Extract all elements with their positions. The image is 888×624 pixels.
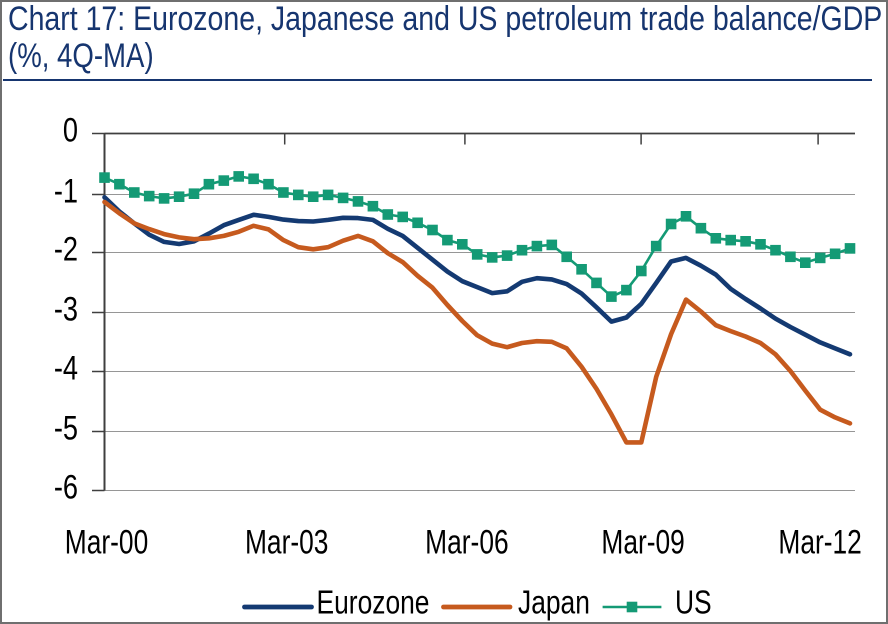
svg-text:Mar-00: Mar-00 — [65, 523, 148, 561]
svg-text:(%, 4Q-MA): (%, 4Q-MA) — [8, 36, 154, 75]
svg-text:US: US — [675, 585, 712, 621]
svg-text:Mar-03: Mar-03 — [245, 523, 328, 561]
svg-text:-1: -1 — [54, 172, 78, 211]
svg-text:Mar-09: Mar-09 — [601, 523, 684, 561]
svg-text:Chart 17: Eurozone, Japanese a: Chart 17: Eurozone, Japanese and US petr… — [8, 0, 882, 38]
svg-text:-4: -4 — [54, 349, 78, 388]
svg-text:Japan: Japan — [518, 585, 590, 621]
svg-text:Mar-12: Mar-12 — [778, 523, 861, 561]
svg-text:-2: -2 — [54, 230, 78, 269]
svg-text:0: 0 — [63, 111, 78, 150]
svg-text:-6: -6 — [54, 468, 78, 507]
svg-text:-3: -3 — [54, 290, 78, 329]
svg-text:Mar-06: Mar-06 — [425, 523, 508, 561]
svg-text:Eurozone: Eurozone — [317, 585, 430, 621]
svg-text:-5: -5 — [54, 409, 78, 448]
